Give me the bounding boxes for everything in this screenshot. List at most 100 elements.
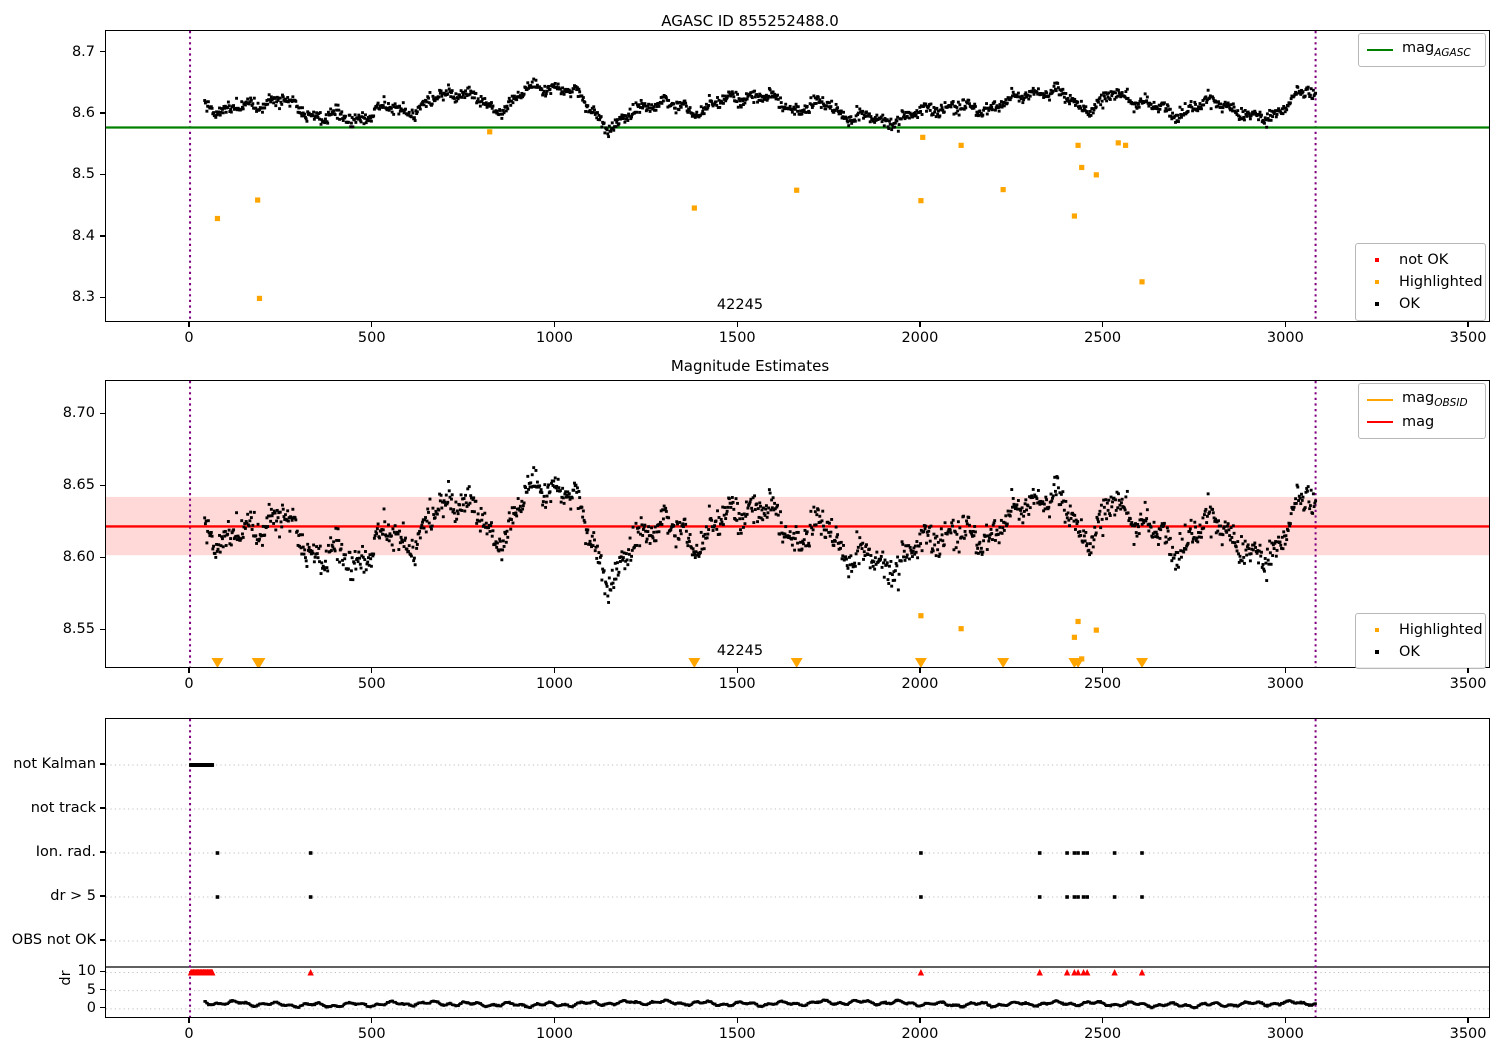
panel2-xtick-label: 2000 [901, 676, 939, 692]
axis-tick [1467, 1018, 1469, 1023]
axis-tick [1284, 322, 1286, 327]
panel3-category-label: dr > 5 [50, 888, 96, 904]
axis-tick [553, 1018, 556, 1023]
panel2-ytick-label: 8.65 [62, 477, 95, 494]
panel1-xtick-label: 0 [184, 330, 194, 346]
panel2-xtick-label: 2500 [1084, 676, 1122, 692]
axis-tick [100, 296, 105, 298]
panel1-xtick-label: 2000 [901, 330, 939, 346]
legend-label: magOBSID [1402, 390, 1468, 410]
legend-dot-swatch [1375, 302, 1379, 306]
legend-dot-swatch [1375, 650, 1379, 654]
legend-label: Highlighted [1399, 621, 1483, 638]
panel1-legend-line-entry[interactable]: magAGASC [1367, 39, 1477, 61]
axis-tick [1284, 1018, 1286, 1023]
axis-tick [919, 322, 921, 327]
axis-tick [100, 235, 105, 237]
panel1-ytick-label: 8.5 [71, 166, 95, 183]
legend-dot-swatch [1375, 280, 1379, 284]
panel3-dr-tick-label: 0 [86, 999, 96, 1016]
panel2-obsid-annotation: 42245 [716, 643, 764, 659]
agasc-magnitude-panel [105, 30, 1490, 322]
legend-label: not OK [1399, 251, 1449, 268]
panel2-ytick-label: 8.60 [62, 549, 95, 566]
axis-tick [100, 895, 105, 897]
panel1-obsid-annotation: 42245 [716, 297, 764, 313]
panel1-ytick-label: 8.6 [71, 104, 95, 121]
panel2-xtick-label: 3000 [1266, 676, 1304, 692]
panel1-xtick-label: 2500 [1084, 330, 1122, 346]
panel2-legend-marker-entry[interactable]: OK [1364, 641, 1477, 663]
panel3-xtick-label: 0 [184, 1026, 194, 1042]
legend-marker-swatch [1364, 628, 1390, 632]
panel2-ytick-label: 8.70 [62, 405, 95, 422]
legend-label: OK [1399, 295, 1420, 312]
axis-tick [553, 322, 556, 327]
legend-line-swatch [1367, 399, 1393, 401]
axis-tick [100, 112, 105, 114]
panel3-dr-tick-label: 10 [77, 963, 96, 980]
magnitude-estimates-panel [105, 380, 1490, 668]
panel2-ytick-label: 8.55 [62, 621, 95, 638]
panel3-xtick-label: 1500 [718, 1026, 756, 1042]
panel1-legend-marker-entry[interactable]: not OK [1364, 249, 1477, 271]
panel1-ytick-label: 8.4 [71, 227, 95, 244]
panel2-legend-line-entry[interactable]: magOBSID [1367, 389, 1477, 411]
axis-tick [919, 1018, 921, 1023]
legend-marker-swatch [1364, 280, 1390, 284]
axis-tick [188, 1018, 190, 1023]
legend-marker-swatch [1364, 650, 1390, 654]
axis-tick [100, 851, 105, 853]
axis-tick [736, 322, 738, 327]
axis-tick [1467, 668, 1469, 673]
axis-tick [100, 1007, 105, 1009]
axis-tick [371, 1018, 373, 1023]
panel3-xtick-label: 1000 [536, 1026, 573, 1042]
axis-tick [188, 322, 190, 327]
figure-title: AGASC ID 855252488.0 [661, 12, 839, 30]
axis-tick [1102, 322, 1104, 327]
axis-tick [1284, 668, 1286, 673]
figure-subtitle: Magnitude Estimates [670, 357, 830, 375]
panel3-xtick-label: 2000 [901, 1026, 939, 1042]
panel2-legend-line-entry[interactable]: mag [1367, 411, 1477, 433]
panel2-legend-lines: magOBSID mag [1358, 383, 1486, 439]
panel3-xtick-label: 2500 [1084, 1026, 1122, 1042]
panel1-xtick-label: 500 [357, 330, 386, 346]
axis-tick [100, 628, 105, 630]
legend-label: OK [1399, 643, 1420, 660]
panel1-legend-marker-entry[interactable]: OK [1364, 293, 1477, 315]
legend-label: magAGASC [1402, 40, 1471, 60]
axis-tick [100, 173, 105, 176]
panel3-xtick-label: 3000 [1266, 1026, 1304, 1042]
legend-line-swatch [1367, 421, 1393, 423]
panel1-legend-marker-entry[interactable]: Highlighted [1364, 271, 1483, 293]
panel3-category-label: not track [30, 800, 96, 816]
axis-tick [371, 322, 373, 327]
panel2-xtick-label: 3500 [1449, 676, 1487, 692]
panel3-dr-tick-label: 5 [86, 981, 96, 998]
axis-tick [188, 668, 190, 673]
panel3-category-label: Ion. rad. [35, 844, 96, 860]
axis-tick [100, 989, 105, 991]
panel2-xtick-label: 1000 [536, 676, 573, 692]
panel2-xtick-label: 1500 [718, 676, 756, 692]
axis-tick [100, 556, 105, 558]
legend-label: mag [1402, 413, 1435, 430]
panel2-legend-marker-entry[interactable]: Highlighted [1364, 619, 1483, 641]
axis-tick [1467, 322, 1469, 327]
axis-tick [553, 668, 556, 673]
panel1-xtick-label: 3500 [1449, 330, 1487, 346]
panel2-xtick-label: 0 [184, 676, 194, 692]
panel1-legend-mag-agasc: magAGASC [1358, 33, 1486, 67]
axis-tick [1102, 1018, 1104, 1023]
axis-tick [100, 412, 105, 414]
panel2-xtick-label: 500 [357, 676, 386, 692]
axis-tick [919, 668, 921, 673]
panel1-legend-markers: not OK Highlighted OK [1355, 243, 1486, 321]
panel3-category-label: not Kalman [13, 756, 96, 772]
legend-label: Highlighted [1399, 273, 1483, 290]
axis-tick [100, 970, 105, 973]
axis-tick [100, 50, 105, 53]
panel1-xtick-label: 1000 [536, 330, 573, 346]
